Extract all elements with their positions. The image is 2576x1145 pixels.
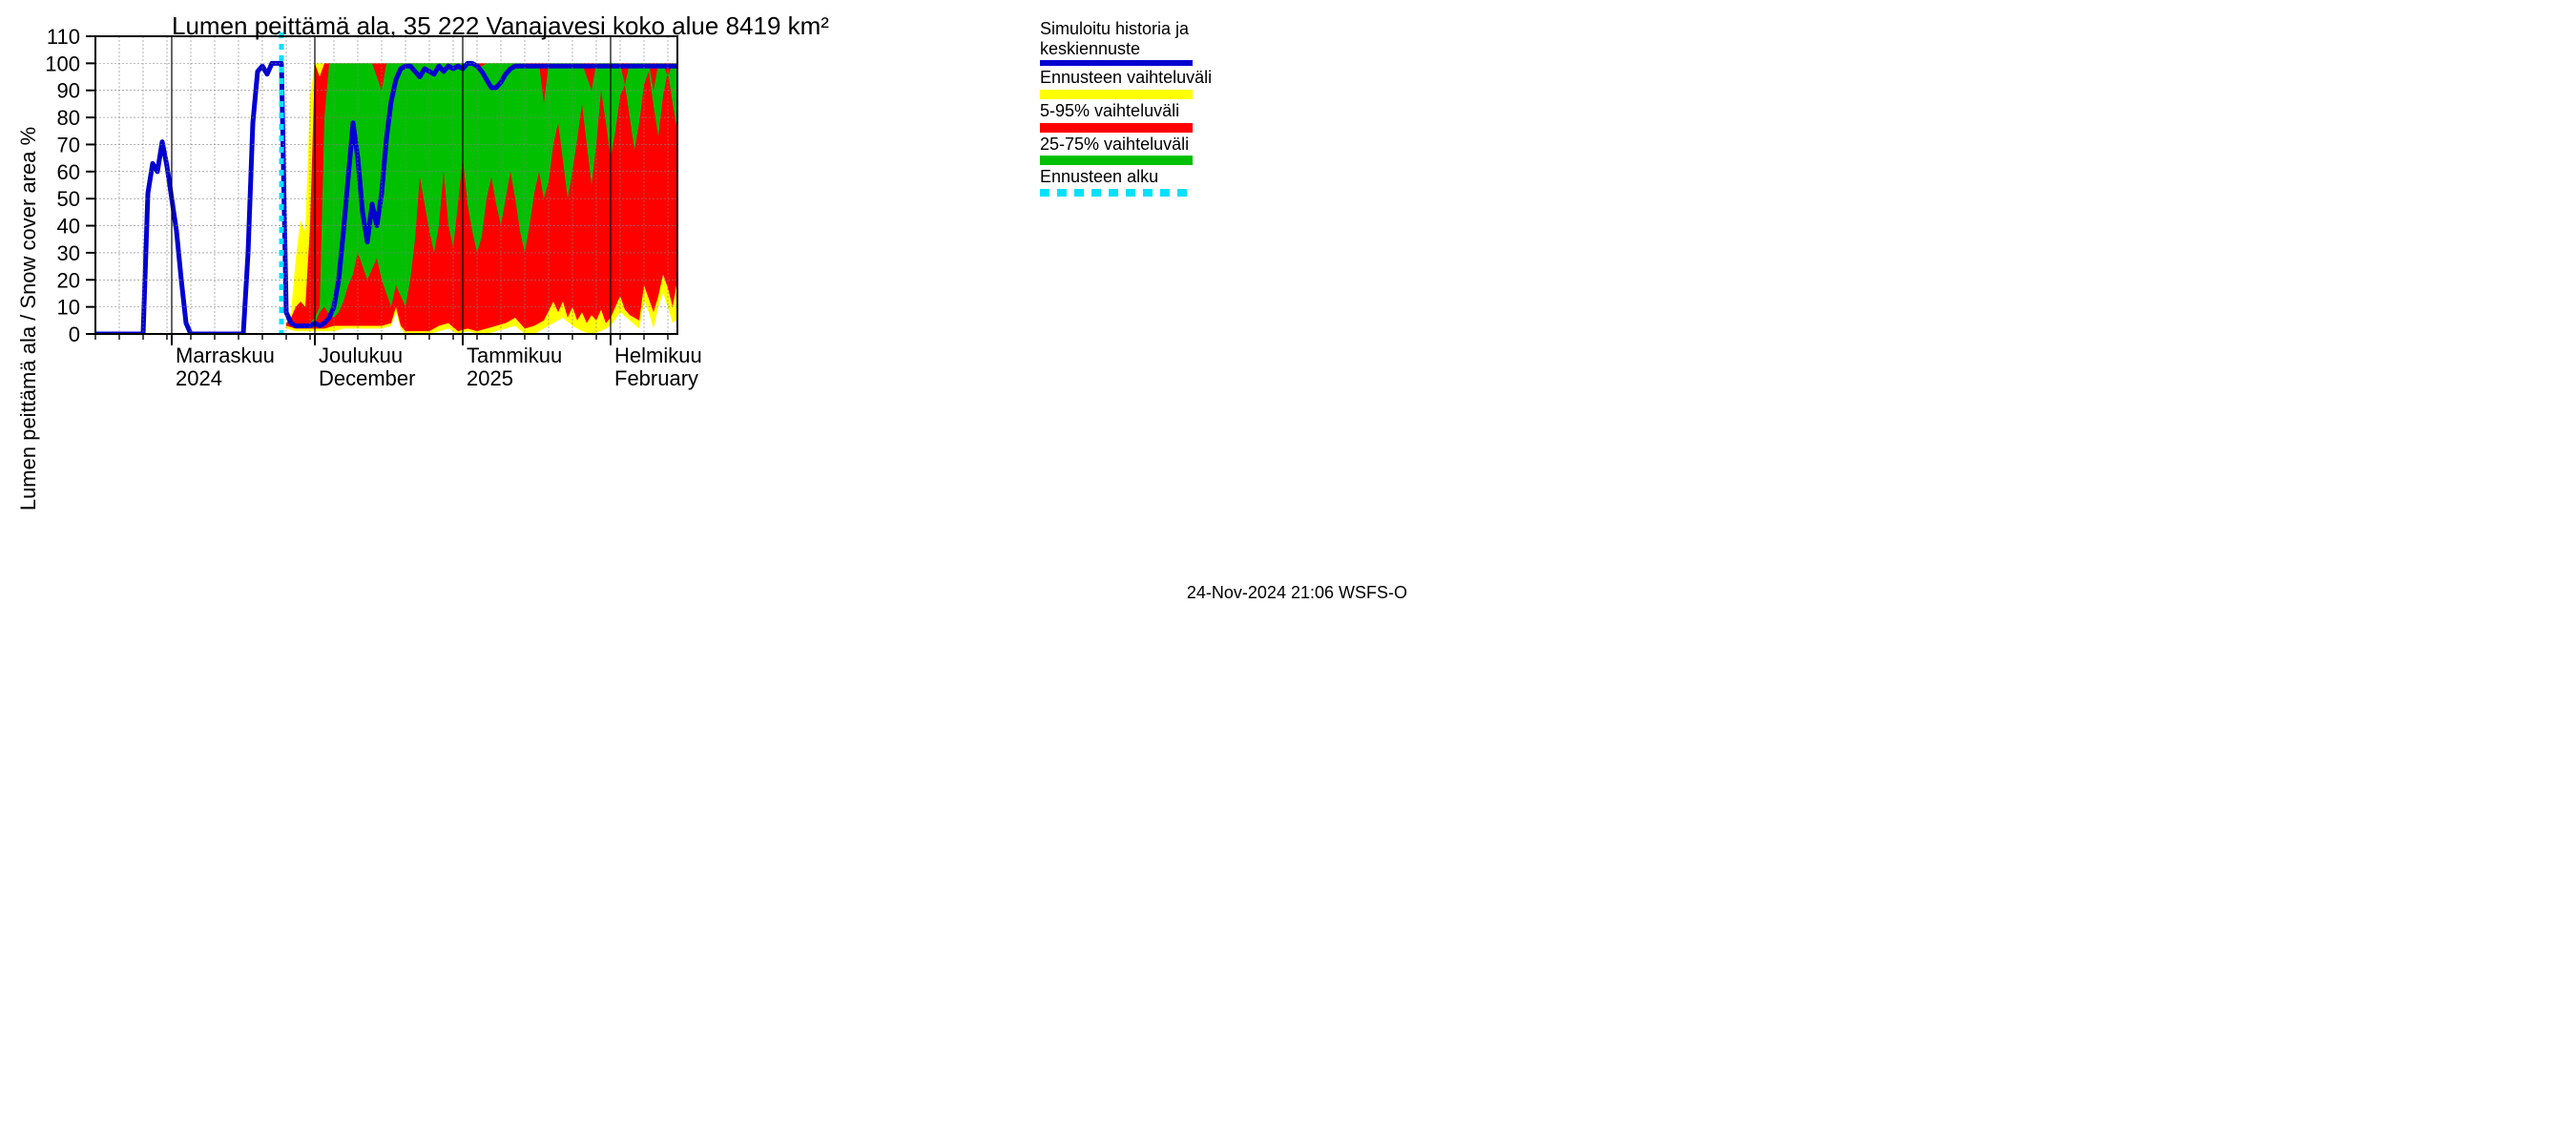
y-tick-label: 0 bbox=[69, 323, 80, 346]
legend-item: Ennusteen vaihteluväli bbox=[1040, 68, 1212, 99]
legend-swatch bbox=[1040, 189, 1193, 197]
y-tick-label: 10 bbox=[57, 296, 80, 320]
x-month-label-top: Tammikuu bbox=[467, 344, 562, 367]
plot-area: 0 10 20 3040 50 60 70 80 90 100 110 Marraskuu2024 Jo… bbox=[0, 0, 1431, 636]
y-tick-label: 100 bbox=[45, 52, 80, 75]
legend-item: 25-75% vaihteluväli bbox=[1040, 135, 1212, 166]
y-tick-label: 30 bbox=[57, 241, 80, 265]
chart-container: Lumen peittämä ala / Snow cover area % L… bbox=[0, 0, 1431, 636]
legend-label: Simuloitu historia ja bbox=[1040, 19, 1212, 39]
legend-swatch bbox=[1040, 156, 1193, 165]
legend-label: Ennusteen vaihteluväli bbox=[1040, 68, 1212, 88]
legend: Simuloitu historia jakeskiennusteEnnuste… bbox=[1040, 19, 1212, 198]
legend-label: 25-75% vaihteluväli bbox=[1040, 135, 1212, 155]
legend-label: Ennusteen alku bbox=[1040, 167, 1212, 187]
y-tick-label: 90 bbox=[57, 79, 80, 103]
x-month-label-top: Helmikuu bbox=[614, 344, 702, 367]
legend-item: Ennusteen alku bbox=[1040, 167, 1212, 197]
y-tick-label: 110 bbox=[47, 25, 80, 49]
legend-swatch bbox=[1040, 123, 1193, 133]
y-tick-label: 20 bbox=[57, 268, 80, 292]
x-month-label-bot: February bbox=[614, 366, 698, 390]
legend-swatch bbox=[1040, 90, 1193, 99]
footer-timestamp: 24-Nov-2024 21:06 WSFS-O bbox=[1187, 583, 1407, 603]
x-month-label-bot: 2024 bbox=[176, 366, 222, 390]
legend-label: 5-95% vaihteluväli bbox=[1040, 101, 1212, 121]
y-tick-label: 60 bbox=[57, 160, 80, 184]
y-tick-label: 70 bbox=[57, 133, 80, 156]
legend-label: keskiennuste bbox=[1040, 39, 1212, 59]
legend-item: Simuloitu historia jakeskiennuste bbox=[1040, 19, 1212, 66]
y-tick-label: 50 bbox=[57, 187, 80, 211]
x-month-label-top: Joulukuu bbox=[319, 344, 403, 367]
x-month-label-bot: 2025 bbox=[467, 366, 513, 390]
y-tick-label: 80 bbox=[57, 106, 80, 130]
x-month-label-bot: December bbox=[319, 366, 415, 390]
y-tick-label: 40 bbox=[57, 215, 80, 239]
legend-swatch bbox=[1040, 60, 1193, 66]
x-month-label-top: Marraskuu bbox=[176, 344, 275, 367]
legend-item: 5-95% vaihteluväli bbox=[1040, 101, 1212, 133]
